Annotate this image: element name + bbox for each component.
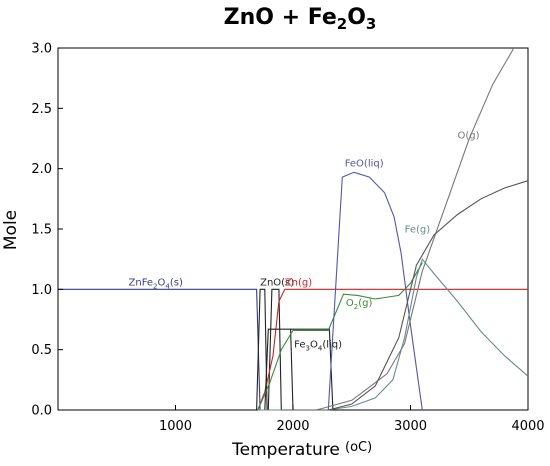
y-tick-label: 1.0: [31, 283, 52, 298]
series-label-o-g: O(g): [458, 131, 480, 142]
plot-area: [57, 47, 529, 411]
series-line-zn-g: [257, 288, 528, 411]
x-tick-label: 1000: [159, 419, 192, 434]
y-tick-label: 2.5: [31, 102, 52, 117]
x-tick-label: 3000: [394, 419, 427, 434]
series-line-fe-g: [257, 258, 529, 411]
series-label-znfe2o4-s: ZnFe2O4(s): [129, 278, 183, 291]
series-label-o2-g: O2(g): [346, 298, 373, 311]
series-line-feo-liq: [327, 171, 423, 411]
series-label-zn-g: Zn(g): [285, 278, 312, 289]
series-label-fe-g: Fe(g): [405, 225, 431, 236]
series-line-znfe2o4-s: [58, 288, 261, 411]
y-tick-label: 0.5: [31, 343, 52, 358]
series-line-zno-s: [256, 288, 282, 411]
series-label-fe3o4-liq: Fe3O4(liq): [294, 339, 342, 352]
y-tick-label: 1.5: [31, 223, 52, 238]
y-tick-label: 0.0: [31, 404, 52, 419]
y-axis-label: Mole: [1, 210, 21, 250]
x-axis-unit: (oC): [345, 440, 372, 455]
x-axis-label: Temperature: [231, 440, 340, 460]
series-line-o-g: [316, 47, 515, 411]
series-line-fe-g-upper: [281, 180, 529, 411]
series-label-feo-liq: FeO(liq): [345, 158, 384, 169]
y-tick-label: 3.0: [31, 42, 52, 57]
series-line-o2-g: [257, 262, 423, 411]
x-tick-label: 2000: [276, 419, 309, 434]
x-tick-label: 4000: [511, 419, 544, 434]
series-label-zno-s: ZnO(s): [260, 278, 294, 289]
chart-title: ZnO + Fe2O3: [224, 5, 377, 33]
series-line-fe3o4-liq: [257, 328, 334, 411]
y-tick-label: 2.0: [31, 162, 52, 177]
